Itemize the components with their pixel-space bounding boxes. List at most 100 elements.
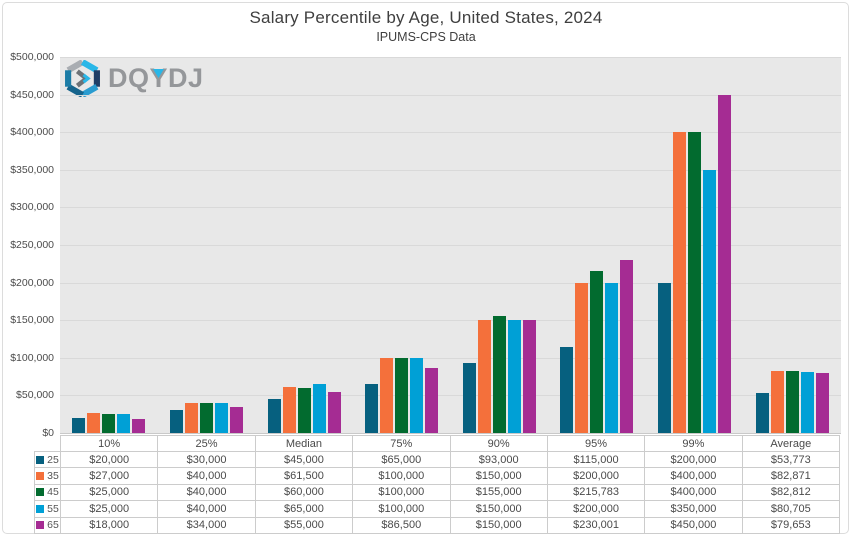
- gridline: [60, 283, 841, 284]
- column-header: Median: [254, 435, 354, 452]
- bar-25-25pct: [170, 410, 183, 433]
- table-cell: $230,001: [546, 516, 646, 534]
- table-cell: $60,000: [254, 483, 354, 502]
- table-corner: [35, 436, 61, 452]
- table-cell: $400,000: [644, 483, 743, 502]
- y-tick-label: $200,000: [10, 277, 54, 289]
- bar-35-90pct: [478, 320, 491, 433]
- legend-cell: 45: [34, 483, 61, 502]
- table-row: 35 $27,000 $40,000 $61,500 $100,000 $150,000 $…: [34, 467, 841, 485]
- bar-25-10pct: [72, 418, 85, 433]
- bar-25-90pct: [463, 363, 476, 433]
- table-cell: $200,000: [644, 450, 743, 469]
- table-header-row: 10% 25% Median 75% 90% 95% 99% Average: [35, 435, 841, 452]
- plot-area: DQYDJ: [60, 57, 841, 434]
- y-tick-label: $350,000: [10, 164, 54, 176]
- table-cell: $150,000: [449, 500, 548, 518]
- bar-55-average: [801, 372, 814, 433]
- bar-45-25pct: [200, 403, 213, 433]
- legend-label: 45: [47, 486, 59, 499]
- chart-title: Salary Percentile by Age, United States,…: [249, 8, 603, 27]
- bar-45-median: [298, 388, 311, 433]
- table-cell: $100,000: [352, 500, 451, 518]
- table-cell: $215,783: [546, 483, 646, 502]
- table-cell: $82,812: [741, 483, 841, 502]
- bar-65-95pct: [620, 260, 633, 433]
- bar-25-median: [268, 399, 281, 433]
- table-cell: $100,000: [352, 467, 451, 485]
- column-header: Average: [741, 435, 841, 452]
- column-header: 75%: [352, 435, 451, 452]
- table-cell: $200,000: [546, 500, 646, 518]
- dqydj-logo-icon: [65, 60, 100, 97]
- y-tick-label: $250,000: [10, 239, 54, 251]
- bar-45-90pct: [493, 316, 506, 433]
- bar-35-10pct: [87, 413, 100, 433]
- table-cell: $40,000: [157, 483, 256, 502]
- bar-65-75pct: [425, 368, 438, 433]
- table-cell: $25,000: [59, 500, 159, 518]
- gridline: [60, 132, 841, 133]
- bar-55-90pct: [508, 320, 521, 433]
- bar-35-median: [283, 387, 296, 433]
- gridline: [60, 245, 841, 246]
- bar-25-99pct: [658, 283, 671, 433]
- legend-swatch-icon: [36, 488, 45, 497]
- column-header: 90%: [449, 435, 548, 452]
- column-header: 99%: [644, 435, 743, 452]
- y-tick-label: $150,000: [10, 314, 54, 326]
- table-row: 45 $25,000 $40,000 $60,000 $100,000 $155,000 $…: [34, 483, 841, 502]
- table-cell: $65,000: [254, 500, 354, 518]
- bar-35-95pct: [575, 283, 588, 433]
- table-cell: $55,000: [254, 516, 354, 534]
- table-cell: $80,705: [741, 500, 841, 518]
- data-table: 10% 25% Median 75% 90% 95% 99% Average 25 $20,00…: [34, 435, 841, 534]
- logo-y-accent-icon: [153, 69, 164, 78]
- dqydj-logo[interactable]: DQYDJ: [64, 60, 204, 97]
- legend-swatch-icon: [36, 455, 45, 464]
- legend-cell: 35: [34, 467, 61, 485]
- table-cell: $79,653: [741, 516, 841, 534]
- bar-35-average: [771, 371, 784, 433]
- bar-35-99pct: [673, 132, 686, 433]
- bar-45-95pct: [590, 271, 603, 433]
- column-header: 95%: [546, 435, 646, 452]
- table-cell: $40,000: [157, 500, 256, 518]
- table-cell: $40,000: [157, 467, 256, 485]
- bar-35-75pct: [380, 358, 393, 433]
- y-tick-label: $400,000: [10, 126, 54, 138]
- gridline: [60, 207, 841, 208]
- bar-35-25pct: [185, 403, 198, 433]
- table-cell: $400,000: [644, 467, 743, 485]
- table-cell: $20,000: [59, 450, 159, 469]
- table-row: 25 $20,000 $30,000 $45,000 $65,000 $93,000 $11…: [34, 450, 841, 469]
- y-tick-label: $500,000: [10, 51, 54, 63]
- gridline: [60, 57, 841, 58]
- bar-55-99pct: [703, 170, 716, 433]
- y-tick-label: $300,000: [10, 201, 54, 213]
- table-row: 55 $25,000 $40,000 $65,000 $100,000 $150,000 $…: [34, 500, 841, 518]
- bar-65-10pct: [132, 419, 145, 433]
- legend-label: 65: [47, 519, 59, 532]
- bar-25-95pct: [560, 347, 573, 433]
- y-tick-label: $100,000: [10, 352, 54, 364]
- bar-45-99pct: [688, 132, 701, 433]
- gridline: [60, 95, 841, 96]
- table-cell: $25,000: [59, 483, 159, 502]
- table-cell: $30,000: [157, 450, 256, 469]
- bar-25-average: [756, 393, 769, 433]
- table-cell: $65,000: [352, 450, 451, 469]
- bar-45-10pct: [102, 414, 115, 433]
- y-axis-labels: $0 $50,000 $100,000 $150,000 $200,000 $250,00…: [0, 51, 54, 439]
- bar-55-median: [313, 384, 326, 433]
- table-cell: $82,871: [741, 467, 841, 485]
- table-cell: $450,000: [644, 516, 743, 534]
- table-cell: $155,000: [449, 483, 548, 502]
- table-cell: $34,000: [157, 516, 256, 534]
- table-cell: $53,773: [741, 450, 841, 469]
- y-tick-label: $450,000: [10, 89, 54, 101]
- y-tick-label: $50,000: [16, 389, 54, 401]
- gridline: [60, 320, 841, 321]
- legend-cell: 65: [34, 516, 61, 534]
- bar-55-75pct: [410, 358, 423, 433]
